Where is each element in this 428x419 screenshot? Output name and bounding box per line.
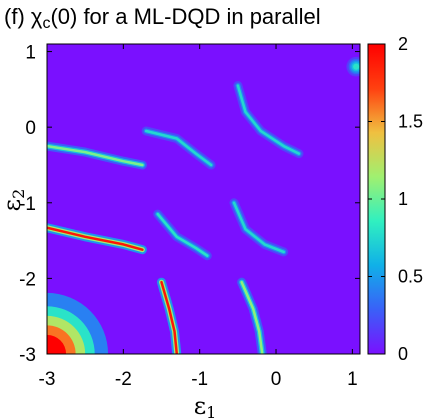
x-axis-label-sub: 1 <box>206 403 216 419</box>
y-tick-label: -1 <box>19 194 36 215</box>
ridge-3-layer-2 <box>236 84 301 155</box>
plot-frame <box>46 43 361 355</box>
x-tick-label: 1 <box>347 369 358 390</box>
y-tick-label: 0 <box>25 118 36 139</box>
chart-title: (f) χc(0) for a ML-DQD in parallel <box>4 4 321 32</box>
axes: -3 -2 -1 0 1 -3 -2 -1 0 1 <box>19 43 360 390</box>
y-axis-label-sub: 2 <box>9 189 28 199</box>
colorbar-tick-label: 1 <box>398 189 408 209</box>
colorbar-tick-label: 0.5 <box>398 267 423 287</box>
ridge-5-layer-2 <box>232 201 285 254</box>
title-part-2: c <box>42 15 50 32</box>
colorbar-tick-label: 2 <box>398 34 408 54</box>
x-axis-label-main: ε <box>194 392 206 419</box>
y-tick-label: 1 <box>25 43 36 64</box>
x-tick-label: 0 <box>271 369 282 390</box>
x-tick-label: -2 <box>115 369 132 390</box>
ridge-0-layer-2 <box>47 144 144 167</box>
colorbar-tick-label: 0 <box>398 344 408 364</box>
colorbar-ticks: 0 0.5 1 1.5 2 <box>368 34 423 364</box>
y-axis-label-main: ε <box>0 199 26 211</box>
ridge-1-layer-2 <box>47 226 144 251</box>
ridge-2-layer-2 <box>144 129 213 167</box>
ridge-4-layer-2 <box>156 212 209 257</box>
title-part-3: (0) for a ML-DQD in parallel <box>50 4 320 29</box>
ridge-7-layer-2 <box>240 280 264 354</box>
corner-peak-8-ring-4 <box>47 334 67 354</box>
colorbar-tick-label: 1.5 <box>398 112 423 132</box>
heatmap-area <box>47 44 360 354</box>
x-tick-label: -1 <box>191 369 208 390</box>
y-tick-label: -3 <box>19 345 36 366</box>
x-tick-label: -3 <box>39 369 56 390</box>
y-axis-label: ε2 <box>0 189 28 212</box>
ridge-6-layer-2 <box>160 280 179 354</box>
heatmap-background <box>47 44 360 354</box>
corner-spot-9-ring-4 <box>353 63 360 70</box>
y-tick-label: -2 <box>19 269 36 290</box>
title-part-1: (f) χ <box>4 4 43 29</box>
x-axis-label: ε1 <box>194 392 217 419</box>
